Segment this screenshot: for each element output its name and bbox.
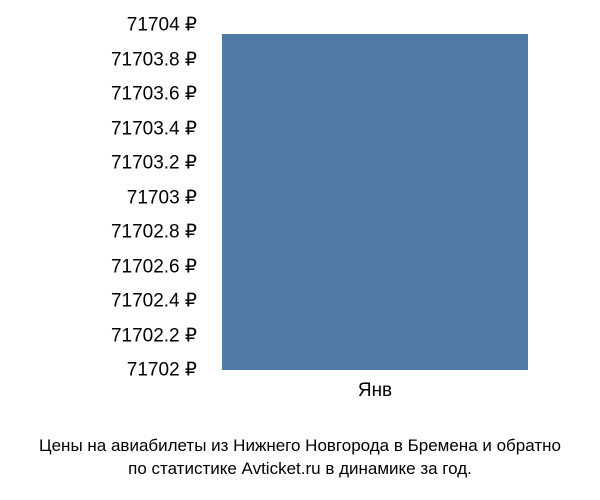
- y-tick-label: 71702.2 ₽: [111, 324, 205, 347]
- price-chart: 71702 ₽ 71702.2 ₽ 71702.4 ₽ 71702.6 ₽ 71702.…: [0, 0, 600, 500]
- y-tick-label: 71703.8 ₽: [111, 48, 205, 71]
- y-tick-label: 71702.6 ₽: [111, 255, 205, 278]
- y-tick-label: 71703.4 ₽: [111, 117, 205, 140]
- y-tick-label: 71704 ₽: [127, 14, 205, 37]
- x-tick-label: Янв: [358, 370, 392, 402]
- y-tick-label: 71702.4 ₽: [111, 290, 205, 313]
- caption-line: Цены на авиабилеты из Нижнего Новгорода …: [0, 435, 600, 458]
- bar: [222, 34, 528, 370]
- y-tick-label: 71702.8 ₽: [111, 221, 205, 244]
- caption-line: по статистике Avticket.ru в динамике за …: [0, 458, 600, 481]
- chart-caption: Цены на авиабилеты из Нижнего Новгорода …: [0, 435, 600, 481]
- y-tick-label: 71703.6 ₽: [111, 83, 205, 106]
- y-tick-label: 71703.2 ₽: [111, 152, 205, 175]
- y-tick-label: 71703 ₽: [127, 186, 205, 209]
- plot-area: 71702 ₽71702.2 ₽71702.4 ₽71702.6 ₽71702.…: [205, 25, 545, 370]
- y-tick-label: 71702 ₽: [127, 359, 205, 382]
